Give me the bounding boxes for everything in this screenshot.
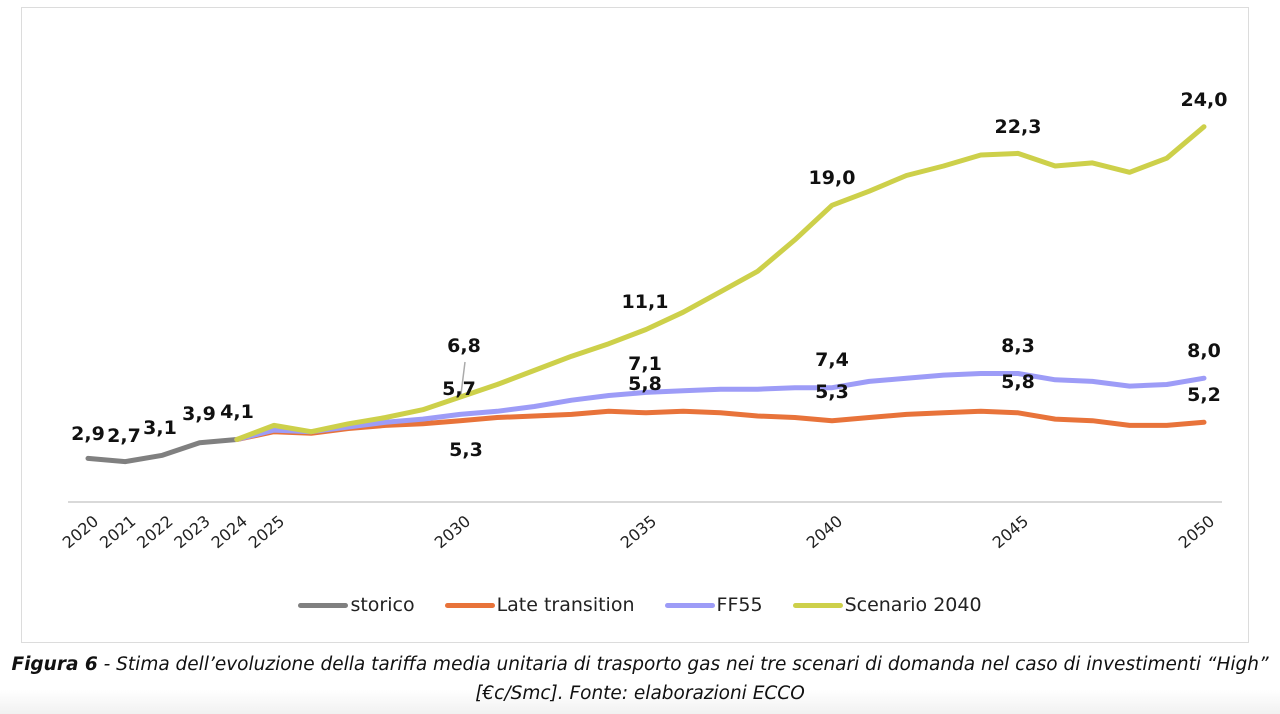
legend-swatch-late-transition	[444, 602, 495, 608]
legend-label-storico: storico	[350, 594, 415, 616]
leader-line	[460, 361, 466, 395]
x-tick-2024: 2024	[208, 511, 251, 552]
legend-item-ff55: FF55	[664, 594, 763, 616]
data-label-late-transition-2040: 5,3	[815, 381, 849, 403]
series-line-late-transition	[234, 408, 1207, 442]
legend-swatch-scenario-2040	[792, 602, 843, 608]
series-lines	[85, 124, 1207, 465]
data-label-storico-2023: 3,9	[182, 403, 216, 425]
data-labels: 2,9 2,7 3,13,9 4,16,85,75,311,17,15,819,07,…	[71, 89, 1227, 461]
legend-label-late-transition: Late transition	[496, 594, 635, 616]
x-tick-2030: 2030	[431, 511, 474, 552]
data-label-scenario-2040-2035: 11,1	[622, 291, 669, 313]
x-tick-2021: 2021	[96, 511, 139, 552]
legend-label-ff55: FF55	[716, 594, 763, 616]
legend-item-storico: storico	[298, 594, 415, 616]
x-tick-2050: 2050	[1175, 511, 1218, 552]
data-label-storico-2020: 2,9	[71, 423, 105, 445]
figure-label: Figura 6	[11, 654, 98, 675]
figure-caption: Figura 6 - Stima dell’evoluzione della t…	[0, 650, 1280, 708]
x-tick-2020: 2020	[59, 511, 102, 552]
data-label-late-transition-2050: 5,2	[1187, 384, 1221, 406]
data-label-late-transition-2035: 5,8	[628, 373, 662, 395]
series-line-storico	[85, 437, 240, 465]
series-line-scenario-2040	[234, 124, 1207, 442]
data-label-storico-2022: 3,1	[143, 417, 177, 439]
legend-item-scenario-2040: Scenario 2040	[792, 594, 982, 616]
data-label-ff55-2030: 5,7	[442, 378, 476, 400]
x-tick-2045: 2045	[989, 511, 1032, 552]
data-label-storico-2021: 2,7	[107, 425, 141, 447]
data-label-ff55-2035: 7,1	[628, 353, 662, 375]
x-tick-2035: 2035	[617, 511, 660, 552]
caption-text: - Stima dell’evoluzione della tariffa me…	[97, 654, 1269, 704]
x-tick-2025: 2025	[245, 511, 288, 552]
data-label-late-transition-2030: 5,3	[449, 439, 483, 461]
data-label-scenario-2040-2040: 19,0	[809, 167, 856, 189]
data-label-scenario-2040-2050: 24,0	[1181, 89, 1228, 111]
legend-swatch-storico	[298, 602, 349, 608]
data-label-late-transition-2045: 5,8	[1001, 371, 1035, 393]
legend-swatch-ff55	[664, 602, 715, 608]
x-tick-2022: 2022	[133, 511, 176, 552]
data-label-ff55-2040: 7,4	[815, 349, 849, 371]
data-label-scenario-2040-2045: 22,3	[995, 116, 1042, 138]
data-label-ff55-2045: 8,3	[1001, 335, 1035, 357]
legend-item-late-transition: Late transition	[444, 594, 635, 616]
data-label-ff55-2050: 8,0	[1187, 340, 1221, 362]
data-label-scenario-2040-2030: 6,8	[447, 335, 481, 357]
legend: storico Late transition FF55 Scenario 2040	[0, 594, 1280, 616]
x-tick-2023: 2023	[170, 511, 213, 552]
legend-label-scenario-2040: Scenario 2040	[844, 594, 982, 616]
x-tick-2040: 2040	[803, 511, 846, 552]
series-line-ff55	[234, 371, 1207, 442]
chart-frame	[21, 7, 1249, 643]
data-label-storico-2024: 4,1	[220, 401, 254, 423]
